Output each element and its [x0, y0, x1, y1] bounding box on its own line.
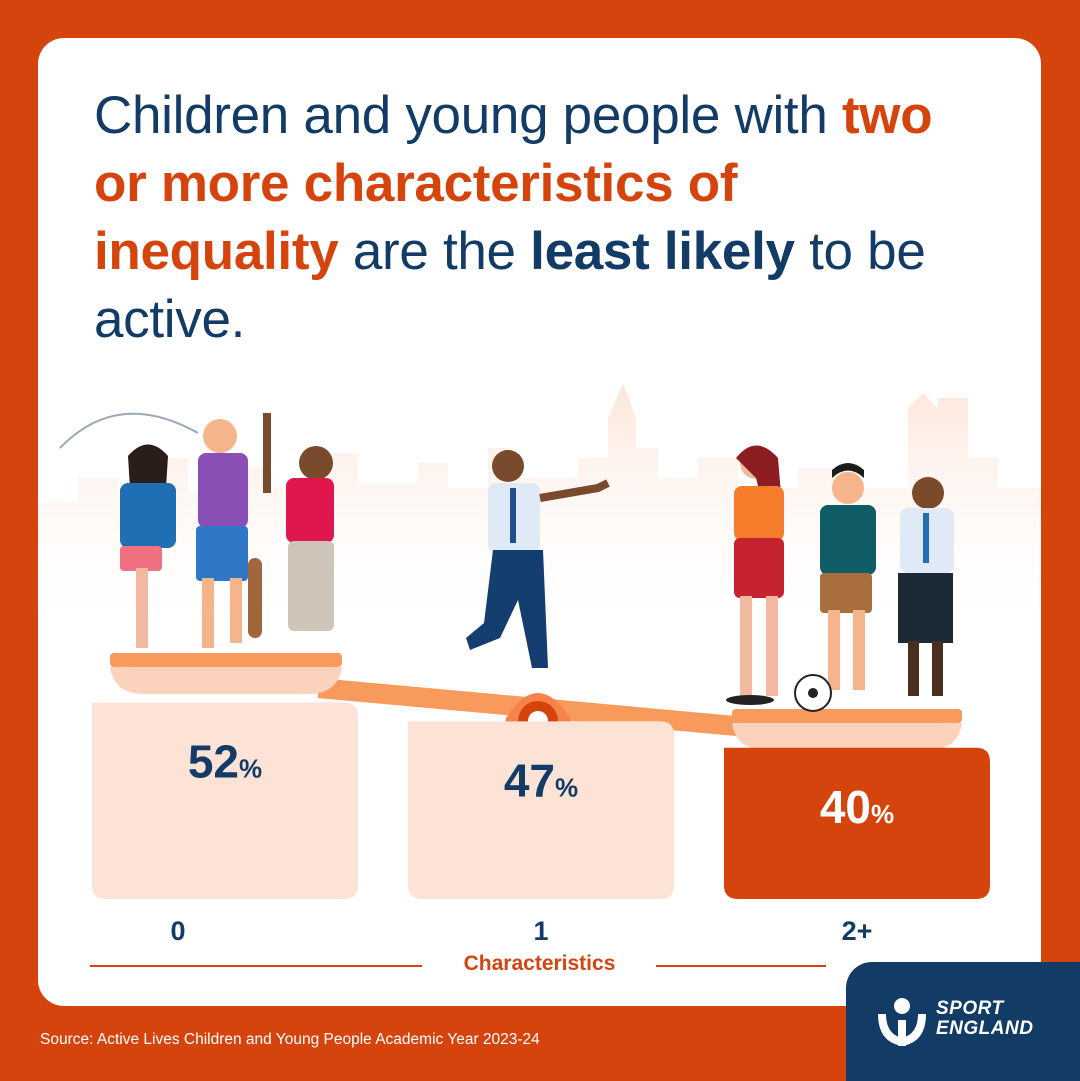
logo-line-2: ENGLAND — [936, 1018, 1034, 1039]
category-label-1: 1 — [533, 916, 548, 946]
category-label-2: 2+ — [842, 916, 873, 946]
headline-strong: least likely — [530, 222, 795, 281]
sport-england-logo: SPORT ENGLAND — [846, 962, 1080, 1081]
bar-0 — [92, 702, 358, 899]
logo-text: SPORT ENGLAND — [936, 999, 1033, 1039]
headline-part-1: Children and young people with — [94, 86, 842, 145]
headline: Children and young people with two or mo… — [94, 82, 994, 354]
child-middle — [466, 450, 610, 668]
bar-value-label-1: 47% — [504, 754, 578, 806]
category-label-0: 0 — [170, 916, 185, 946]
children-group-right — [726, 445, 954, 712]
axis-line-left — [90, 965, 422, 967]
axis-line-right — [656, 965, 826, 967]
sport-england-emblem-icon — [878, 998, 926, 1046]
children-group-left — [59, 412, 334, 648]
headline-highlight: two or more characteristics of inequalit… — [94, 86, 933, 281]
bar-2 — [724, 747, 990, 899]
headline-part-3: to be active. — [94, 222, 926, 349]
headline-part-2: are the — [338, 222, 531, 281]
bar-value-label-2: 40% — [820, 781, 894, 833]
bar-1 — [408, 721, 674, 899]
bar-chart: 52% 0 47% 1 40% 2+ — [92, 702, 990, 946]
source-note: Source: Active Lives Children and Young … — [40, 1031, 540, 1048]
logo-line-1: SPORT — [936, 998, 1004, 1019]
infographic-card: Children and young people with two or mo… — [38, 38, 1041, 1006]
seesaw-illustration — [38, 383, 1041, 758]
bar-value-label-0: 52% — [188, 735, 262, 787]
x-axis-label: Characteristics — [463, 952, 616, 975]
